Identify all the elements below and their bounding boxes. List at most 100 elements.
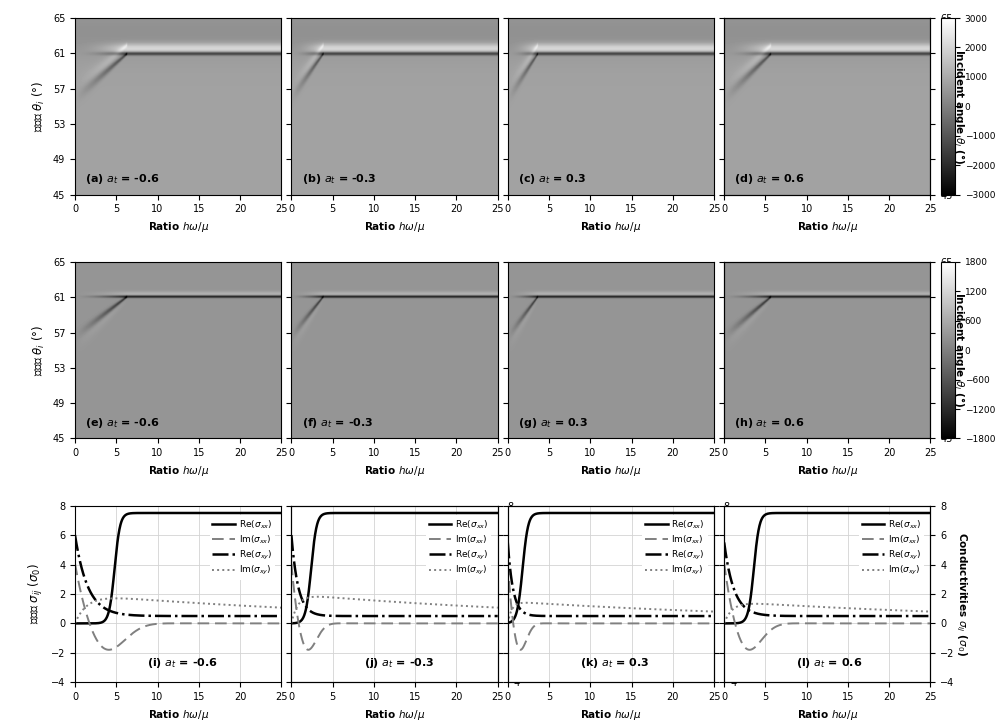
Re($\sigma_{xx}$) [376,509,388,518]
Re($\sigma_{xx}$) [450,509,462,518]
Text: (b) $a_t$ = -0.3: (b) $a_t$ = -0.3 [302,172,376,186]
Re($\sigma_{xy}$) [739,604,751,612]
Im($\sigma_{xy}$) [306,593,318,601]
Re($\sigma_{xy}$) [211,612,223,620]
Line: Im($\sigma_{xx}$): Im($\sigma_{xx}$) [75,564,281,650]
Im($\sigma_{xy}$) [593,602,605,611]
Im($\sigma_{xx}$) [302,645,314,654]
Re($\sigma_{xx}$) [275,509,287,518]
Im($\sigma_{xy}$) [211,600,223,609]
Line: Im($\sigma_{xy}$): Im($\sigma_{xy}$) [291,596,498,623]
Text: (d) $a_t$ = 0.6: (d) $a_t$ = 0.6 [734,172,805,186]
X-axis label: Ratio $h\omega/\mu$: Ratio $h\omega/\mu$ [148,220,209,234]
Im($\sigma_{xy}$) [502,619,514,627]
Re($\sigma_{xx}$) [860,509,872,518]
Re($\sigma_{xx}$) [879,509,891,518]
Im($\sigma_{xx}$) [307,642,319,651]
Re($\sigma_{xx}$) [285,619,297,627]
Re($\sigma_{xy}$) [585,612,597,620]
Im($\sigma_{xx}$) [924,619,936,627]
Im($\sigma_{xy}$) [234,601,246,610]
Re($\sigma_{xx}$) [306,552,318,560]
Re($\sigma_{xx}$) [618,509,630,518]
X-axis label: Ratio $h\omega/\mu$: Ratio $h\omega/\mu$ [797,464,858,478]
Re($\sigma_{xx}$) [211,509,223,518]
X-axis label: Ratio $h\omega/\mu$: Ratio $h\omega/\mu$ [364,708,425,721]
Re($\sigma_{xy}$) [376,612,388,620]
Im($\sigma_{xx}$) [809,619,821,627]
Im($\sigma_{xx}$) [69,560,81,568]
Line: Re($\sigma_{xy}$): Re($\sigma_{xy}$) [508,542,714,616]
Im($\sigma_{xx}$) [593,619,605,627]
Im($\sigma_{xy}$) [585,602,597,611]
Text: (a) $a_t$ = -0.6: (a) $a_t$ = -0.6 [85,172,160,186]
X-axis label: Ratio $h\omega/\mu$: Ratio $h\omega/\mu$ [148,708,209,721]
Line: Re($\sigma_{xx}$): Re($\sigma_{xx}$) [508,513,714,623]
Line: Re($\sigma_{xx}$): Re($\sigma_{xx}$) [291,513,498,623]
Im($\sigma_{xy}$) [492,604,504,612]
Im($\sigma_{xx}$) [90,635,102,643]
Re($\sigma_{xy}$) [152,612,164,620]
Re($\sigma_{xy}$) [643,612,655,620]
Re($\sigma_{xy}$) [306,608,318,617]
Re($\sigma_{xy}$) [593,612,605,620]
Im($\sigma_{xx}$) [369,619,381,627]
Re($\sigma_{xy}$) [275,612,287,620]
Re($\sigma_{xy}$) [860,612,872,620]
Im($\sigma_{xy}$) [427,600,439,609]
Im($\sigma_{xy}$) [230,601,242,609]
Re($\sigma_{xx}$) [90,619,102,627]
Re($\sigma_{xy}$) [879,612,891,620]
Im($\sigma_{xx}$) [153,619,165,628]
Im($\sigma_{xy}$) [90,596,102,605]
Re($\sigma_{xy}$) [802,612,814,620]
Im($\sigma_{xx}$) [230,619,242,627]
Re($\sigma_{xx}$) [369,509,381,518]
Im($\sigma_{xy}$) [924,607,936,616]
Im($\sigma_{xx}$) [502,560,514,568]
Text: (c) $a_t$ = 0.3: (c) $a_t$ = 0.3 [518,172,587,186]
Y-axis label: 电导率 $\sigma_{ij}$ ($\sigma_0$): 电导率 $\sigma_{ij}$ ($\sigma_0$) [27,563,45,625]
Re($\sigma_{xy}$) [718,538,730,547]
Im($\sigma_{xx}$) [450,619,462,627]
Im($\sigma_{xx}$) [860,619,872,627]
Im($\sigma_{xx}$) [211,619,223,627]
Im($\sigma_{xy}$) [718,619,730,627]
Im($\sigma_{xy}$) [376,596,388,605]
Legend: Re($\sigma_{xx}$), Im($\sigma_{xx}$), Re($\sigma_{xy}$), Im($\sigma_{xy}$): Re($\sigma_{xx}$), Im($\sigma_{xx}$), Re… [210,516,275,580]
Text: (e) $a_t$ = -0.6: (e) $a_t$ = -0.6 [85,416,160,430]
Line: Im($\sigma_{xy}$): Im($\sigma_{xy}$) [724,604,930,623]
Im($\sigma_{xx}$) [285,560,297,568]
X-axis label: Ratio $h\omega/\mu$: Ratio $h\omega/\mu$ [797,708,858,721]
Re($\sigma_{xx}$) [446,509,458,518]
Re($\sigma_{xx}$) [502,619,514,627]
Im($\sigma_{xy}$) [446,601,458,609]
Text: (k) $a_t$ = 0.3: (k) $a_t$ = 0.3 [580,656,649,670]
Im($\sigma_{xx}$) [667,619,679,627]
Re($\sigma_{xy}$) [523,610,535,619]
Line: Im($\sigma_{xy}$): Im($\sigma_{xy}$) [75,599,281,623]
Im($\sigma_{xx}$) [585,619,597,627]
X-axis label: Ratio $h\omega/\mu$: Ratio $h\omega/\mu$ [797,220,858,234]
Re($\sigma_{xy}$) [502,538,514,547]
Im($\sigma_{xx}$) [718,560,730,568]
Text: (i) $a_t$ = -0.6: (i) $a_t$ = -0.6 [147,656,218,670]
Re($\sigma_{xx}$) [739,614,751,623]
Re($\sigma_{xx}$) [523,519,535,528]
Re($\sigma_{xx}$) [427,509,439,518]
Y-axis label: 入射角 $\theta_i$ (°): 入射角 $\theta_i$ (°) [31,81,47,132]
Line: Im($\sigma_{xx}$): Im($\sigma_{xx}$) [724,564,930,650]
Re($\sigma_{xx}$) [160,509,172,518]
Re($\sigma_{xy}$) [492,612,504,620]
X-axis label: Ratio $h\omega/\mu$: Ratio $h\omega/\mu$ [364,220,425,234]
Re($\sigma_{xx}$) [593,509,605,518]
Im($\sigma_{xx}$) [275,619,287,627]
Text: (g) $a_t$ = 0.3: (g) $a_t$ = 0.3 [518,416,588,430]
X-axis label: Ratio $h\omega/\mu$: Ratio $h\omega/\mu$ [364,464,425,478]
Re($\sigma_{xx}$) [210,509,222,518]
Re($\sigma_{xy}$) [450,612,462,620]
Im($\sigma_{xx}$) [708,619,720,627]
Re($\sigma_{xx}$) [644,509,656,518]
Re($\sigma_{xx}$) [492,509,504,518]
X-axis label: Ratio $h\omega/\mu$: Ratio $h\omega/\mu$ [580,220,642,234]
